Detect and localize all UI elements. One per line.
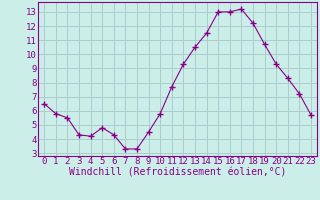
X-axis label: Windchill (Refroidissement éolien,°C): Windchill (Refroidissement éolien,°C) <box>69 168 286 178</box>
